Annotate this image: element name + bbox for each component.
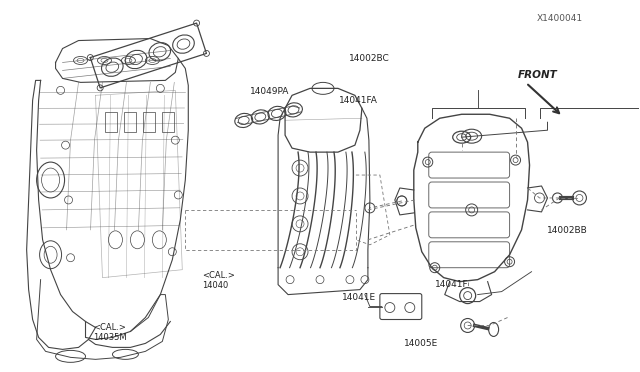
Bar <box>163 112 174 132</box>
Bar <box>124 112 136 132</box>
Text: 14041FA: 14041FA <box>339 96 378 105</box>
Bar <box>143 112 156 132</box>
Text: <CAL.>
14035M: <CAL.> 14035M <box>93 323 127 342</box>
Text: X1400041: X1400041 <box>537 14 583 23</box>
Text: <CAL.>
14040: <CAL.> 14040 <box>202 271 235 290</box>
Text: 14005E: 14005E <box>404 339 438 348</box>
Text: FRONT: FRONT <box>518 70 557 80</box>
Text: 14049PA: 14049PA <box>250 87 289 96</box>
Text: 14002BB: 14002BB <box>547 226 588 235</box>
Text: 14041F: 14041F <box>435 280 468 289</box>
Text: 14041E: 14041E <box>342 293 376 302</box>
Bar <box>106 112 118 132</box>
Text: 14002BC: 14002BC <box>349 54 390 62</box>
